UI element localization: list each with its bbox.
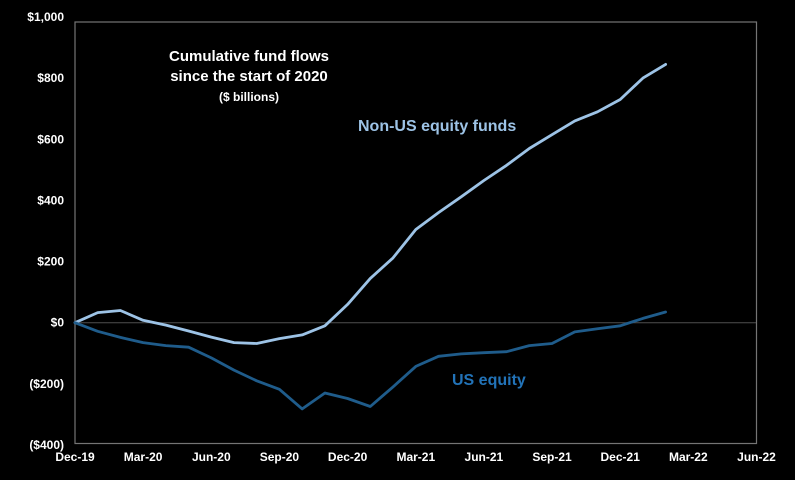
- y-tick-label: $600: [37, 132, 64, 146]
- x-tick-label: Dec-19: [55, 450, 95, 464]
- x-tick-label: Sep-21: [532, 450, 572, 464]
- x-tick-label: Mar-22: [669, 450, 708, 464]
- non-us-series-label: Non-US equity funds: [358, 118, 517, 135]
- x-tick-label: Mar-21: [396, 450, 435, 464]
- y-tick-label: $1,000: [27, 10, 64, 24]
- x-tick-label: Jun-20: [192, 450, 231, 464]
- chart-title: Cumulative fund flows since the start of…: [139, 47, 359, 105]
- x-tick-label: Dec-21: [601, 450, 641, 464]
- x-tick-label: Dec-20: [328, 450, 368, 464]
- y-tick-label: $200: [37, 255, 64, 269]
- x-tick-label: Jun-21: [465, 450, 504, 464]
- x-tick-label: Mar-20: [124, 450, 163, 464]
- y-tick-label: $800: [37, 71, 64, 85]
- non-us-equity-line: [73, 63, 667, 345]
- y-tick-label: $400: [37, 193, 64, 207]
- chart-title-line2: since the start of 2020: [170, 68, 328, 85]
- y-tick-label: ($200): [29, 377, 64, 391]
- x-tick-label: Sep-20: [260, 450, 300, 464]
- chart-subtitle: ($ billions): [219, 90, 279, 104]
- us-series-label: US equity: [452, 372, 526, 389]
- y-tick-label: $0: [51, 316, 65, 330]
- us-equity-line: [73, 310, 667, 411]
- chart-title-line1: Cumulative fund flows: [168, 48, 329, 65]
- x-tick-label: Jun-22: [737, 450, 776, 464]
- plot-border: [74, 21, 758, 445]
- y-tick-label: ($400): [29, 438, 64, 452]
